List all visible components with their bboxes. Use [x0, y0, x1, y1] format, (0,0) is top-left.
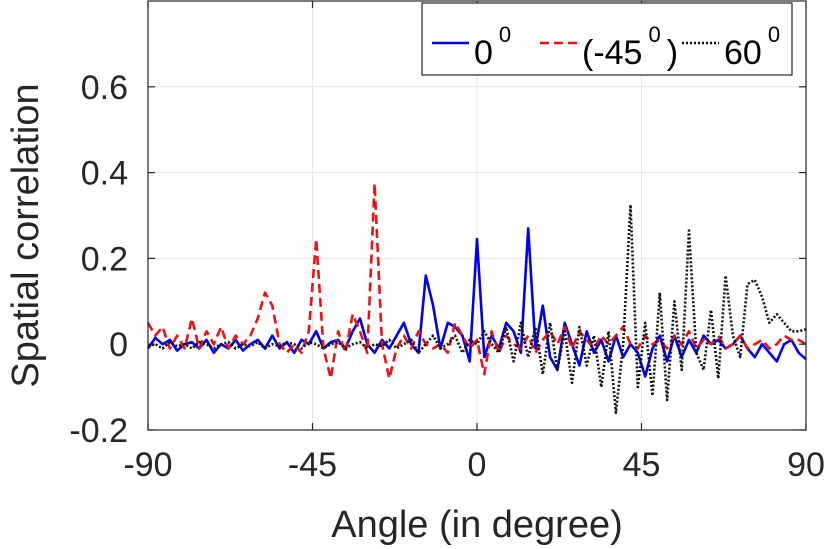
y-tick-label: 0.6: [81, 69, 128, 107]
legend-label-sup: 0: [648, 22, 660, 47]
y-tick-label: 0.2: [81, 240, 128, 278]
x-tick-label: 45: [623, 446, 661, 484]
x-axis-label: Angle (in degree): [331, 504, 623, 546]
legend-box: [421, 2, 793, 76]
tick-marks: [147, 1, 807, 431]
x-tick-label: -90: [123, 446, 172, 484]
x-tick-label: -45: [288, 446, 337, 484]
x-tick-label: 90: [787, 446, 825, 484]
y-tick-label: 0.4: [81, 155, 128, 193]
series-line-0: [146, 227, 807, 378]
y-tick-labels: -0.2 0 0.2 0.4 0.6: [69, 69, 128, 450]
legend-label-base: (-45: [582, 34, 642, 72]
legend-label-1: (-45 0): [582, 22, 678, 72]
legend-label-base: 0: [474, 34, 493, 72]
y-tick-label: 0: [109, 326, 128, 364]
legend-label-2: 60 0: [724, 22, 780, 72]
y-tick-label: -0.2: [69, 412, 128, 450]
legend-label-sup: 0: [768, 22, 780, 47]
series-layer: [146, 182, 807, 415]
legend: 0 0 (-45 0) 60 0: [421, 2, 793, 76]
x-tick-labels: -90 -45 0 45 90: [123, 446, 824, 484]
series-line-1: [146, 182, 807, 380]
x-tick-label: 0: [468, 446, 487, 484]
legend-label-base: 60: [724, 34, 762, 72]
legend-label-suffix: ): [667, 34, 678, 72]
legend-label-sup: 0: [499, 22, 511, 47]
y-axis-label: Spatial correlation: [5, 83, 47, 387]
